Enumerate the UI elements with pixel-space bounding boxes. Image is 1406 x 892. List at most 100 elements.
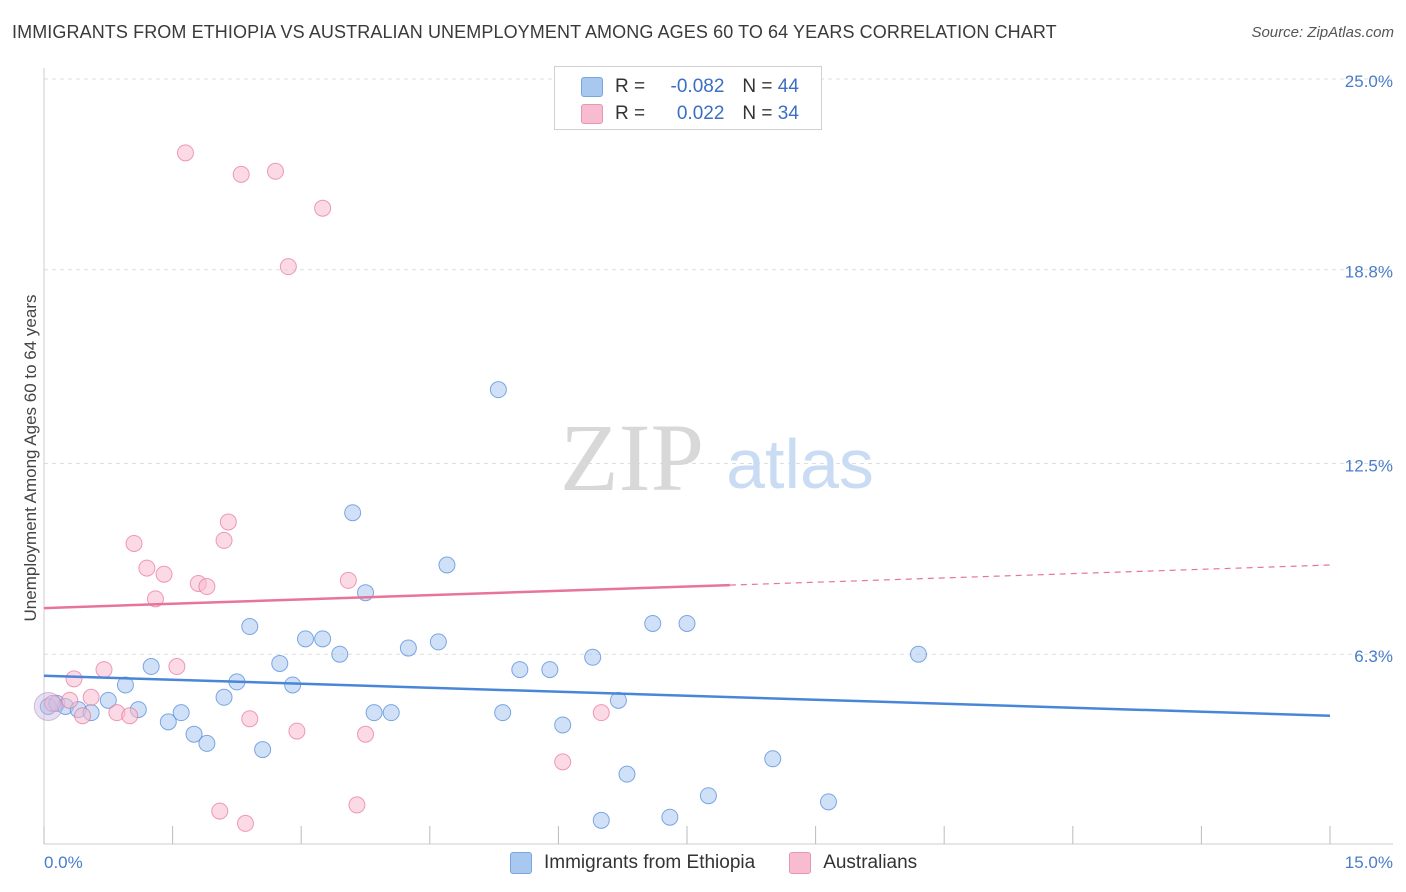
australians-point xyxy=(236,814,254,832)
ethiopia-legend-swatch xyxy=(510,852,532,874)
ethiopia-point xyxy=(429,633,447,651)
legend-item-ethiopia: Immigrants from Ethiopia xyxy=(510,852,755,874)
australians-trend-line xyxy=(43,583,730,610)
n-label: N = xyxy=(742,76,773,97)
australians-point xyxy=(219,513,237,531)
australians-point xyxy=(279,258,297,276)
series-legend: Immigrants from Ethiopia Australians xyxy=(510,852,951,874)
ethiopia-point xyxy=(271,654,289,672)
watermark: ZIP atlas xyxy=(560,404,874,511)
ethiopia-point xyxy=(678,614,696,632)
ethiopia-point xyxy=(592,811,610,829)
ethiopia-point xyxy=(99,691,117,709)
australians-point xyxy=(554,753,572,771)
ethiopia-point xyxy=(541,661,559,679)
australians-point xyxy=(211,802,229,820)
y-tick-label: 6.3% xyxy=(1354,647,1393,666)
australians-trend-line-extension xyxy=(729,564,1331,586)
source-credit: Source: ZipAtlas.com xyxy=(1251,24,1394,41)
australians-point xyxy=(74,707,92,725)
australians-point xyxy=(146,590,164,608)
australians-point xyxy=(138,559,156,577)
stats-legend-row-australians: R = 0.022 N = 34 xyxy=(581,101,799,127)
data-points xyxy=(33,144,927,832)
gridlines xyxy=(44,78,1393,655)
x-tick-label-max: 15.0% xyxy=(1345,853,1393,872)
australians-point xyxy=(44,694,62,712)
australians-point xyxy=(241,710,259,728)
ethiopia-point xyxy=(215,688,233,706)
australians-point xyxy=(339,571,357,589)
axes: 6.3% 12.5% 18.8% 25.0% xyxy=(43,68,1393,845)
australians-point xyxy=(198,578,216,596)
australians-point xyxy=(95,661,113,679)
overlap-cluster-point xyxy=(33,692,63,722)
australians-point xyxy=(348,796,366,814)
ethiopia-swatch xyxy=(581,77,603,97)
ethiopia-point xyxy=(399,639,417,657)
r-label: R = xyxy=(615,103,646,124)
australians-point xyxy=(121,707,139,725)
r-value: 0.022 xyxy=(676,103,725,124)
ethiopia-point xyxy=(644,614,662,632)
ethiopia-point xyxy=(254,741,272,759)
n-label: N = xyxy=(742,103,773,124)
y-axis-label: Unemployment Among Ages 60 to 64 years xyxy=(21,295,40,622)
ethiopia-point xyxy=(699,787,717,805)
ethiopia-point xyxy=(331,645,349,663)
legend-item-australians: Australians xyxy=(789,852,917,874)
australians-point xyxy=(357,725,374,743)
australians-point xyxy=(155,565,173,583)
ethiopia-point xyxy=(764,750,782,768)
ethiopia-point xyxy=(511,661,529,679)
australians-point xyxy=(176,144,194,162)
ethiopia-point xyxy=(116,676,134,694)
ethiopia-point xyxy=(909,645,927,663)
australians-legend-swatch xyxy=(789,852,812,874)
ethiopia-point xyxy=(344,504,362,522)
y-tick-label: 18.8% xyxy=(1345,263,1393,282)
ethiopia-point xyxy=(609,691,627,709)
stats-legend: R = -0.082 N = 44 R = 0.022 N = 34 xyxy=(554,66,822,130)
n-value: 34 xyxy=(777,103,799,124)
ethiopia-point xyxy=(489,381,507,399)
ethiopia-point xyxy=(241,618,259,636)
ethiopia-point xyxy=(494,704,512,722)
australians-point xyxy=(61,691,79,709)
australians-point xyxy=(215,531,233,549)
r-value: -0.082 xyxy=(670,76,725,97)
ethiopia-point xyxy=(382,704,400,722)
ethiopia-point xyxy=(438,556,456,574)
ethiopia-trend-line xyxy=(43,674,1331,717)
ethiopia-point xyxy=(819,793,837,811)
stats-legend-row-ethiopia: R = -0.082 N = 44 xyxy=(581,74,799,100)
australians-point xyxy=(125,534,143,552)
r-label: R = xyxy=(615,76,646,97)
ethiopia-point xyxy=(584,648,602,666)
y-tick-label: 12.5% xyxy=(1345,457,1393,476)
ethiopia-point xyxy=(661,808,679,826)
n-value: 44 xyxy=(777,76,799,97)
ethiopia-point xyxy=(142,658,160,676)
ethiopia-point xyxy=(172,704,190,722)
australians-swatch xyxy=(581,104,603,124)
legend-label-australians: Australians xyxy=(823,852,918,873)
australians-point xyxy=(82,688,100,706)
x-tick-label-min: 0.0% xyxy=(44,853,83,872)
y-tick-label: 25.0% xyxy=(1345,72,1393,91)
australians-point xyxy=(592,704,610,722)
ethiopia-point xyxy=(618,765,636,783)
ethiopia-point xyxy=(185,725,203,743)
australians-point xyxy=(288,722,306,740)
ethiopia-point xyxy=(198,734,216,752)
legend-label-ethiopia: Immigrants from Ethiopia xyxy=(544,852,756,873)
ethiopia-point xyxy=(554,716,572,734)
trend-lines xyxy=(43,564,1331,717)
watermark-zip: ZIP xyxy=(560,404,704,511)
ethiopia-point xyxy=(296,630,314,648)
watermark-atlas: atlas xyxy=(726,425,874,503)
ethiopia-point xyxy=(314,630,332,648)
australians-point xyxy=(65,670,83,688)
australians-point xyxy=(314,199,332,217)
